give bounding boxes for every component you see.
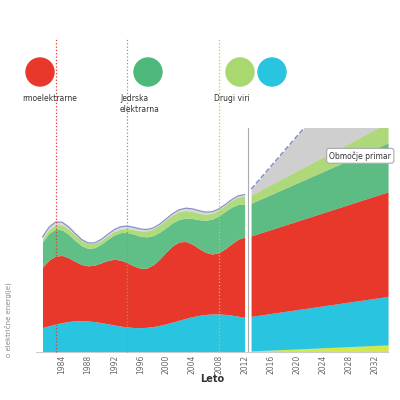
Text: rmoelektrarne: rmoelektrarne <box>22 94 77 103</box>
Text: Jedrska
elektrarna: Jedrska elektrarna <box>120 94 160 114</box>
Text: o električne energije): o električne energije) <box>4 283 12 357</box>
Text: Območje primar: Območje primar <box>329 151 391 160</box>
Text: Leto: Leto <box>200 374 224 384</box>
Text: Drugi viri: Drugi viri <box>214 94 250 103</box>
